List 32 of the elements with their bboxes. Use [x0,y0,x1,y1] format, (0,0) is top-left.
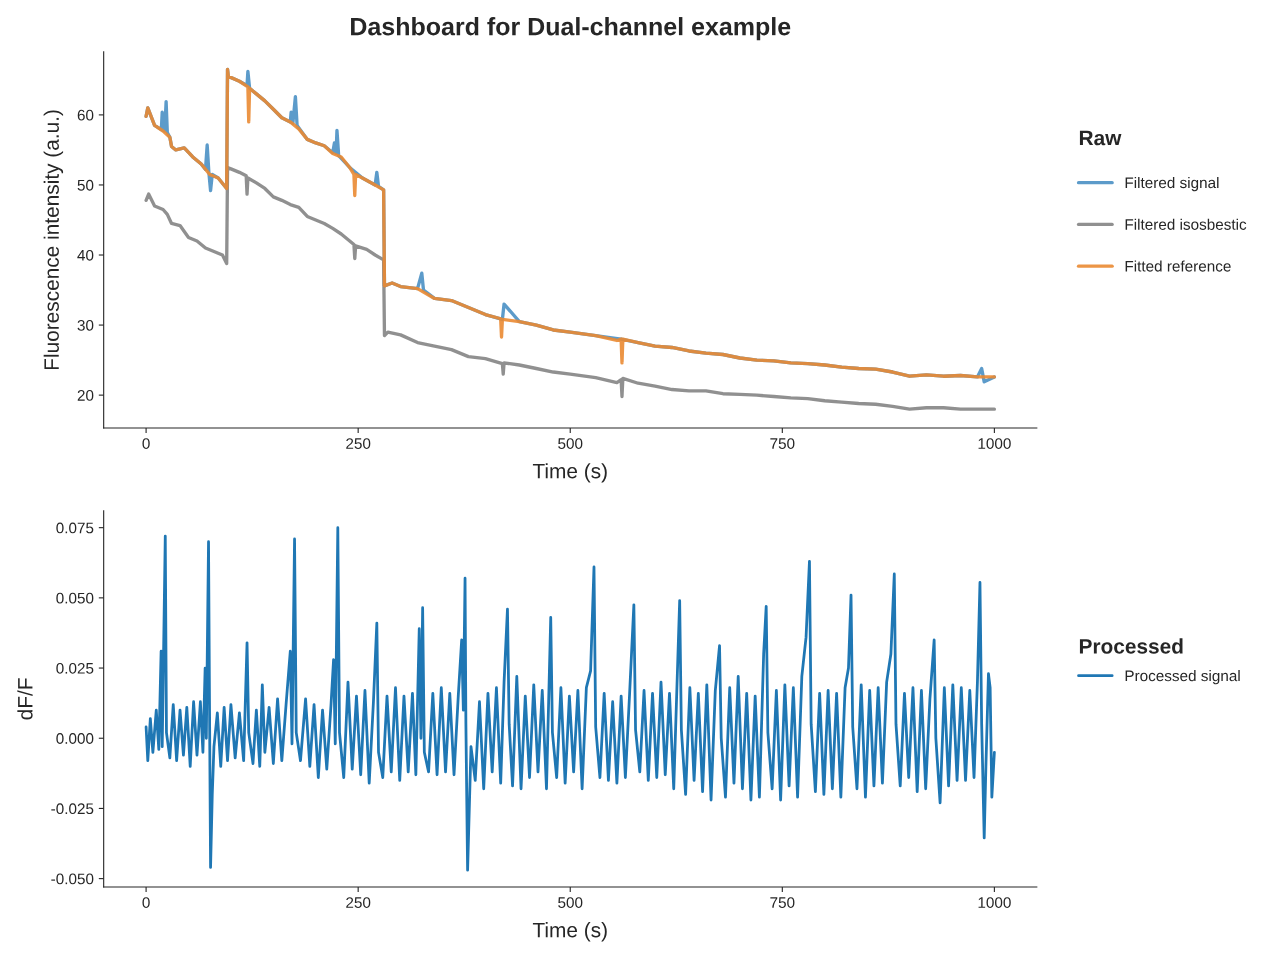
x-tick-label: 0 [142,438,150,449]
chart-title: Dashboard for Dual-channel example [351,17,791,41]
x-tick-label: 250 [346,438,371,449]
x-tick-label: 1000 [978,438,1011,449]
legend-title: Raw [1079,130,1122,146]
y-tick-label: 0.050 [56,592,94,604]
x-tick-label: 500 [558,897,583,908]
y-tick-label: 30 [77,319,94,331]
y-tick-label: 0.000 [56,733,94,744]
y-tick-label: 40 [77,249,94,261]
x-tick-label: 750 [770,438,795,449]
x-tick-label: 0 [142,897,150,908]
y-tick-label: 0.075 [56,522,94,534]
y-tick-label: -0.050 [51,873,94,885]
y-axis-title: Fluorescence intensity (a.u.) [43,110,64,370]
legend-title: Processed [1079,638,1183,654]
y-axis-title: dF/F [17,678,33,720]
legend-label: Filtered isosbestic [1125,218,1247,230]
y-tick-label: -0.025 [51,803,94,815]
y-tick-label: 0.025 [56,662,94,674]
y-tick-label: 20 [77,390,94,401]
x-tick-label: 500 [558,438,583,449]
y-tick-label: 60 [77,109,94,121]
legend-label: Processed signal [1125,670,1240,685]
x-tick-label: 250 [346,897,371,908]
x-axis-title: Time (s) [532,463,607,483]
x-tick-label: 1000 [978,897,1011,908]
legend-label: Filtered signal [1125,176,1219,192]
x-tick-label: 750 [770,897,795,908]
y-tick-label: 50 [77,179,94,191]
x-axis-title: Time (s) [532,922,607,942]
legend-label: Fitted reference [1125,260,1231,272]
